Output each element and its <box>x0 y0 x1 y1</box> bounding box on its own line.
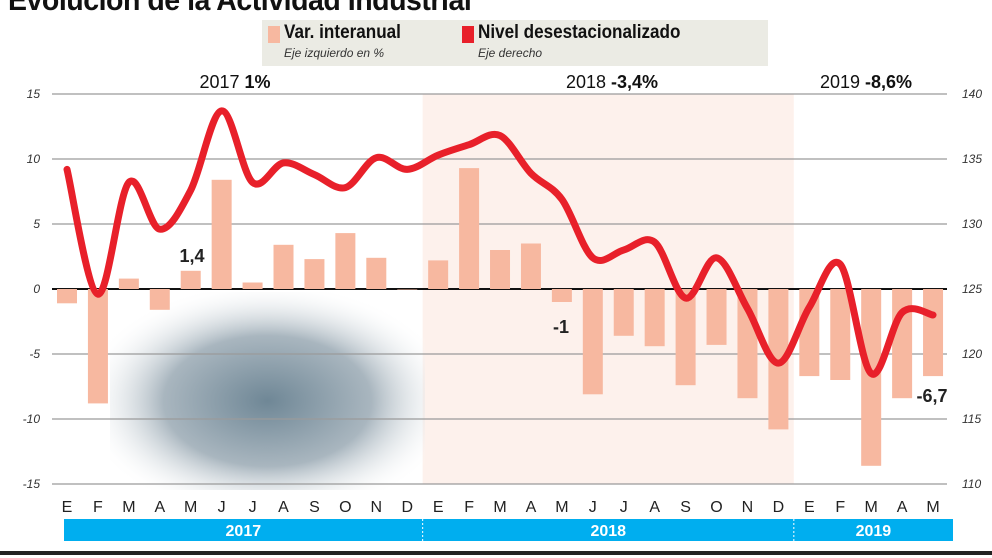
legend-swatch-bars <box>268 26 280 43</box>
data-label: -1 <box>553 317 569 337</box>
right-tick-label: 115 <box>962 412 981 426</box>
chart-title: Evolución de la Actividad Industrial <box>8 0 472 17</box>
year-band-label: 2019 <box>856 523 892 540</box>
bar <box>428 260 449 289</box>
left-tick-label: 0 <box>33 282 40 296</box>
year-label: 2017 <box>199 72 244 92</box>
factory-photo <box>110 292 425 490</box>
right-tick-label: 130 <box>962 217 982 231</box>
year-summary-2019: 2019 -8,6% <box>820 72 912 92</box>
year-band <box>64 519 953 541</box>
bar <box>87 289 108 404</box>
bar <box>830 289 851 380</box>
right-tick-label: 140 <box>962 87 982 101</box>
bar <box>706 289 727 345</box>
data-label: -6,7 <box>916 386 947 406</box>
bar <box>459 168 480 289</box>
month-label: E <box>433 499 444 516</box>
bar <box>211 179 232 289</box>
legend-swatch-line <box>462 26 474 43</box>
legend-sub-line: Eje derecho <box>478 46 543 60</box>
year-label: 2018 <box>566 72 611 92</box>
month-label: M <box>555 499 568 516</box>
bar <box>613 289 634 336</box>
legend-label-bars: Var. interanual <box>284 22 401 43</box>
right-tick-label: 120 <box>962 347 982 361</box>
year-label: 2019 <box>820 72 865 92</box>
bar <box>923 289 944 377</box>
bar <box>520 243 541 289</box>
right-tick-label: 125 <box>962 282 982 296</box>
left-tick-label: -10 <box>23 412 41 426</box>
month-label: J <box>620 499 628 516</box>
month-label: D <box>401 499 413 516</box>
month-label: S <box>309 499 320 516</box>
month-label: J <box>589 499 597 516</box>
month-label: A <box>154 499 165 516</box>
right-tick-label: 110 <box>962 477 981 491</box>
month-label: J <box>218 499 226 516</box>
left-tick-label: -15 <box>23 477 41 491</box>
year-change: -8,6% <box>865 72 912 92</box>
left-tick-label: 15 <box>27 87 41 101</box>
month-label: A <box>278 499 289 516</box>
month-label: M <box>184 499 197 516</box>
month-label: F <box>835 499 845 516</box>
bar <box>304 259 325 289</box>
year-change: 1% <box>245 72 271 92</box>
year-band-label: 2018 <box>590 523 626 540</box>
month-label: A <box>526 499 537 516</box>
year-summary-2017: 2017 1% <box>199 72 270 92</box>
legend: Var. interanual Eje izquierdo en % Nivel… <box>262 20 768 66</box>
left-tick-label: 10 <box>27 152 41 166</box>
bar <box>149 289 170 310</box>
month-label: E <box>62 499 73 516</box>
month-label: M <box>926 499 939 516</box>
year-band-label: 2017 <box>226 523 262 540</box>
bar <box>768 289 789 430</box>
right-tick-label: 135 <box>962 152 982 166</box>
left-tick-label: 5 <box>33 217 40 231</box>
month-label: O <box>710 499 722 516</box>
bar <box>397 289 418 290</box>
month-label: M <box>493 499 506 516</box>
month-label: A <box>649 499 660 516</box>
bar <box>551 289 572 302</box>
bar <box>180 270 201 289</box>
bar <box>118 278 139 289</box>
bar <box>335 233 356 289</box>
data-label: 1,4 <box>179 246 204 266</box>
month-label: N <box>742 499 754 516</box>
bar <box>675 289 696 386</box>
bottom-rule <box>0 551 992 555</box>
bar <box>57 289 77 304</box>
month-label: O <box>339 499 351 516</box>
month-label: J <box>249 499 257 516</box>
bar <box>644 289 665 347</box>
bar <box>582 289 603 395</box>
month-label: M <box>865 499 878 516</box>
month-label: E <box>804 499 815 516</box>
year-summary-2018: 2018 -3,4% <box>566 72 658 92</box>
month-label: F <box>464 499 474 516</box>
month-label: S <box>680 499 691 516</box>
bar <box>366 257 387 289</box>
month-label: M <box>122 499 135 516</box>
line-series <box>63 107 937 378</box>
month-label: A <box>897 499 908 516</box>
year-change: -3,4% <box>611 72 658 92</box>
month-label: N <box>371 499 383 516</box>
bar <box>242 282 263 289</box>
left-tick-label: -5 <box>29 347 40 361</box>
legend-label-line: Nivel desestacionalizado <box>478 22 681 43</box>
bar <box>273 244 294 289</box>
bar <box>490 250 511 289</box>
month-label: D <box>773 499 785 516</box>
month-label: F <box>93 499 103 516</box>
legend-sub-bars: Eje izquierdo en % <box>284 46 385 60</box>
